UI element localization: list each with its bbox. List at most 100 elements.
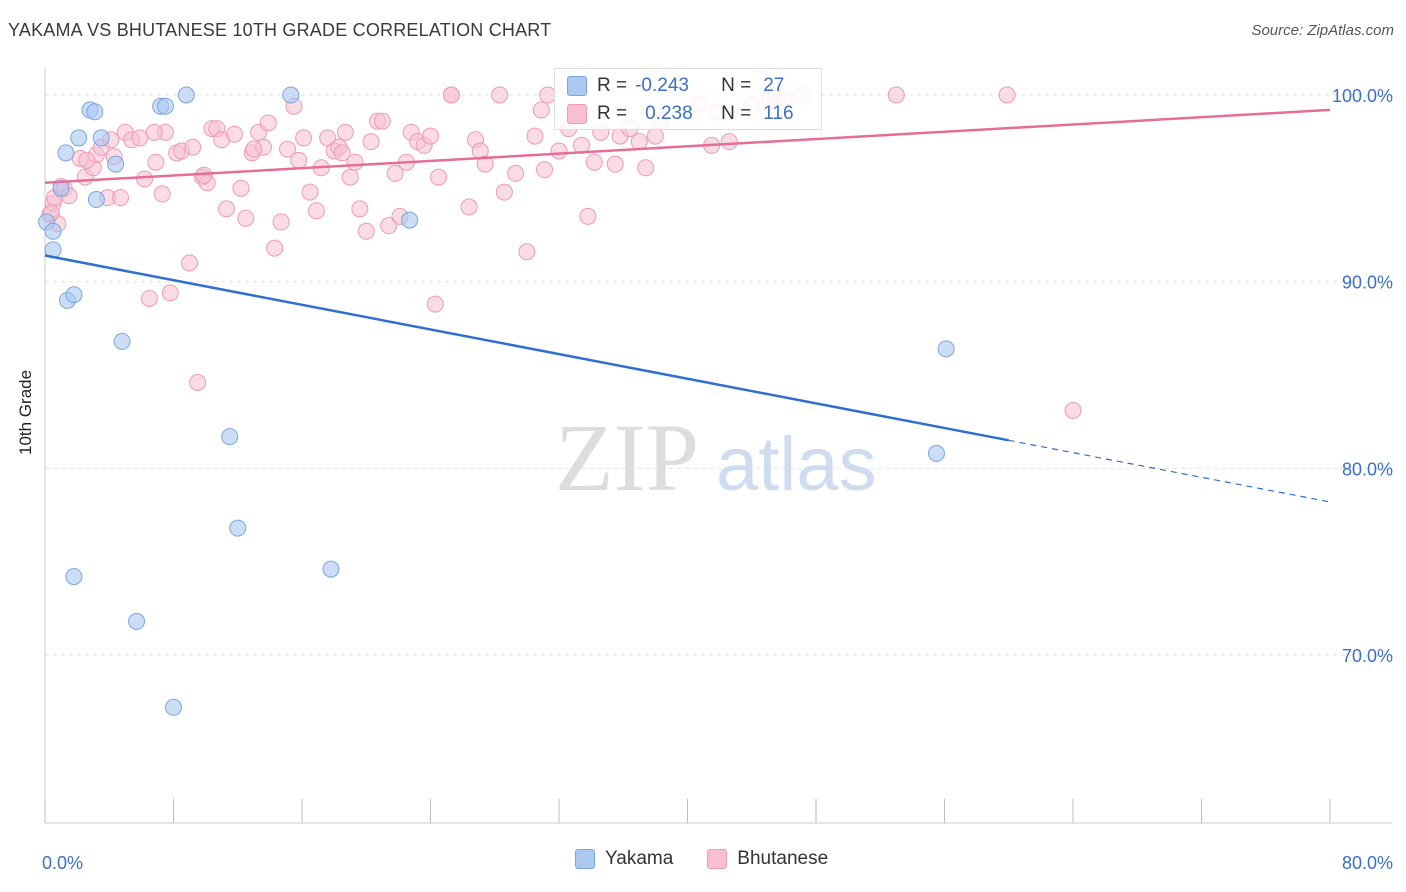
- watermark-atlas: atlas: [716, 422, 877, 507]
- bhutanese-point-26: [181, 254, 199, 272]
- y-tick-label-1: 90.0%: [1342, 273, 1393, 293]
- bhutanese-point-34: [218, 200, 236, 218]
- bhutanese-point-84: [550, 142, 568, 160]
- y-tick-label-2: 80.0%: [1342, 459, 1393, 479]
- stats-box: R = -0.243 N = 27 R = 0.238 N = 116: [554, 68, 822, 130]
- bhutanese-point-104: [887, 86, 905, 104]
- stats-row-yakama: R = -0.243 N = 27: [567, 73, 784, 99]
- axes: [44, 67, 1392, 824]
- bhutanese-point-87: [579, 207, 597, 225]
- source-label: Source: ZipAtlas.com: [1251, 22, 1394, 39]
- bhutanese-point-47: [295, 129, 313, 147]
- bhutanese-point-81: [526, 127, 544, 145]
- bhutanese-point-17: [131, 129, 149, 147]
- bhutanese-point-58: [357, 222, 375, 240]
- bhutanese-point-72: [442, 86, 460, 104]
- bhutanese-point-108: [78, 151, 96, 169]
- bhutanese-point-82: [536, 161, 554, 179]
- bhutanese-point-48: [301, 183, 319, 201]
- bhutanese-point-35: [226, 125, 244, 143]
- bhutanese-point-93: [630, 133, 648, 151]
- bhutanese-point-21: [153, 185, 171, 203]
- bhutanese-point-62: [380, 217, 398, 235]
- bhutanese-point-69: [422, 127, 439, 145]
- bhutanese-point-95: [646, 127, 664, 145]
- bhutanese-point-90: [606, 155, 624, 173]
- y-tick-label-3: 70.0%: [1342, 646, 1393, 666]
- yakama-r-label: R =: [597, 75, 628, 96]
- bhutanese-point-19: [140, 289, 158, 307]
- bhutanese-point-78: [495, 183, 513, 201]
- legend-bhutanese-label: Bhutanese: [737, 848, 829, 869]
- bhutanese-point-100: [720, 133, 738, 151]
- yakama-point-17: [165, 698, 182, 716]
- yakama-point-3: [52, 179, 70, 197]
- legend-item-yakama[interactable]: Yakama: [575, 848, 673, 870]
- yakama-point-25: [927, 444, 945, 462]
- yakama-point-24: [937, 340, 955, 358]
- yakama-trend-line: [44, 254, 1009, 442]
- yakama-point-20: [229, 519, 247, 537]
- yakama-point-14: [128, 612, 146, 630]
- bhutanese-point-23: [161, 284, 179, 302]
- yakama-point-9: [86, 103, 104, 121]
- bhutanese-point-27: [184, 138, 202, 156]
- stats-row-bhutanese: R = 0.238 N = 116: [567, 101, 794, 127]
- bhutanese-point-76: [476, 155, 494, 173]
- yakama-n-value: 27: [763, 75, 785, 96]
- yakama-point-12: [107, 155, 125, 173]
- bhutanese-point-112: [245, 140, 263, 158]
- bhutanese-point-63: [386, 164, 404, 182]
- bhutanese-points: [41, 86, 1082, 419]
- yakama-point-11: [92, 129, 110, 147]
- grid-lines: [45, 94, 1392, 656]
- bhutanese-point-46: [290, 151, 308, 169]
- yakama-point-6: [65, 286, 83, 304]
- bhutanese-point-18: [136, 170, 154, 188]
- yakama-point-16: [156, 97, 174, 115]
- bhutanese-point-28: [189, 373, 207, 391]
- bhutanese-trend-line: [44, 108, 1331, 184]
- watermark: ZIP atlas: [555, 404, 877, 511]
- yakama-point-1: [44, 222, 62, 240]
- yakama-point-18: [177, 86, 195, 104]
- bhutanese-r-value: 0.238: [645, 103, 693, 124]
- yakama-point-7: [70, 129, 88, 147]
- bhutanese-point-20: [147, 153, 165, 171]
- bhutanese-point-94: [637, 159, 655, 177]
- bhutanese-point-41: [259, 114, 277, 132]
- bhutanese-point-109: [145, 123, 163, 141]
- bhutanese-point-49: [307, 202, 325, 220]
- bhutanese-point-80: [518, 243, 536, 261]
- legend-item-bhutanese[interactable]: Bhutanese: [707, 848, 828, 870]
- x-tick-label-1: 80.0%: [1342, 853, 1393, 873]
- bhutanese-point-57: [351, 200, 369, 218]
- bhutanese-point-36: [232, 179, 250, 197]
- bhutanese-point-77: [491, 86, 509, 104]
- bhutanese-n-label: N =: [721, 103, 752, 124]
- yakama-point-26: [65, 568, 83, 586]
- yakama-point-19: [221, 428, 239, 446]
- yakama-point-23: [401, 211, 419, 229]
- bhutanese-point-37: [237, 209, 255, 227]
- bhutanese-point-70: [430, 168, 448, 186]
- bhutanese-point-79: [507, 164, 525, 182]
- bhutanese-point-43: [272, 213, 290, 231]
- chart-title: YAKAMA VS BHUTANESE 10TH GRADE CORRELATI…: [8, 20, 552, 40]
- x-tick-label-0: 0.0%: [42, 853, 83, 873]
- legend: Yakama Bhutanese: [575, 848, 862, 870]
- tick-labels: 100.0% 90.0% 80.0% 70.0% 0.0% 80.0%: [42, 86, 1393, 873]
- yakama-point-13: [113, 332, 131, 350]
- bhutanese-point-111: [333, 144, 351, 162]
- yakama-point-22: [322, 560, 340, 578]
- yakama-point-21: [282, 86, 300, 104]
- yakama-trend-extension: [1008, 439, 1331, 503]
- trend-lines: [44, 108, 1331, 503]
- bhutanese-point-54: [336, 123, 354, 141]
- bhutanese-r-label: R =: [597, 103, 628, 124]
- y-tick-label-0: 100.0%: [1332, 86, 1393, 106]
- yakama-points: [38, 86, 955, 716]
- yakama-point-4: [57, 144, 75, 162]
- yakama-r-value: -0.243: [635, 75, 689, 96]
